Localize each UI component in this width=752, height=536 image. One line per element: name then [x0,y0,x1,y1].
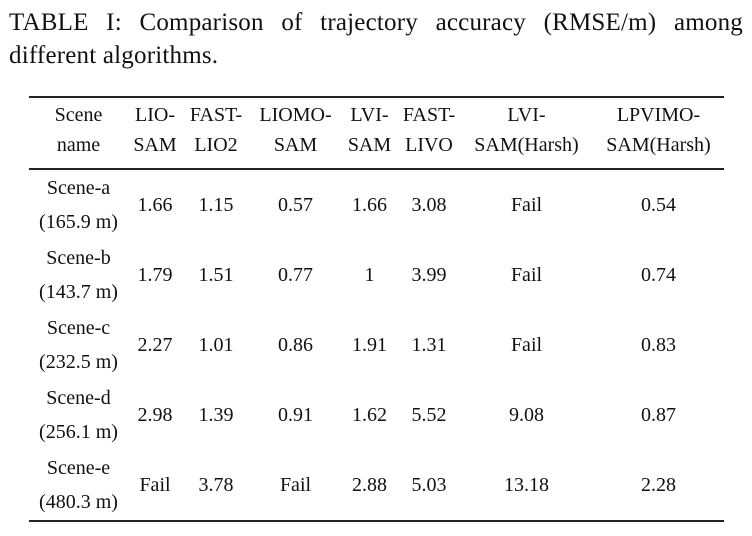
header-cell: SAM [250,133,341,170]
value-cell: 13.18 [460,450,593,522]
value-cell: 2.27 [137,334,173,356]
header-cell: LIO- [128,96,182,133]
value-cell: 0.57 [278,194,313,216]
value-cell: 1.51 [198,264,234,286]
value-cell: 1.39 [198,404,234,426]
header-cell: FAST- [398,96,460,133]
results-table: Scene LIO- FAST- LIOMO- LVI- FAST- LVI- … [29,96,724,522]
scene-name: Scene-a [46,177,111,199]
value-cell: Fail [510,264,543,286]
header-row-1: Scene LIO- FAST- LIOMO- LVI- FAST- LVI- … [29,96,724,133]
scene-name: Scene-b [46,247,111,269]
value-cell: 3.08 [411,194,447,216]
scene-cell: Scene-c (232.5 m) [29,310,128,380]
value-cell: 0.77 [278,264,313,286]
value-cell: 3.78 [182,450,250,522]
value-cell: 1.91 [352,334,387,356]
header-cell: LIOMO- [250,96,341,133]
value-cell: Fail [128,450,182,522]
header-cell: LVI- [341,96,398,133]
header-cell: Scene [29,96,128,133]
header-cell: LVI- [460,96,593,133]
value-cell: Fail [250,450,341,522]
value-cell: 1.66 [352,194,387,216]
value-cell: 1.15 [198,194,234,216]
value-cell: 0.91 [278,404,313,426]
value-cell: 1.66 [137,194,173,216]
scene-length: (256.1 m) [39,421,118,443]
scene-name: Scene-e [46,457,111,479]
value-cell: 0.54 [641,194,676,216]
table-row: Scene-e (480.3 m) Fail 3.78 Fail 2.88 5.… [29,450,724,522]
scene-name: Scene-c [46,317,111,339]
header-cell: LIO2 [182,133,250,170]
scene-cell: Scene-b (143.7 m) [29,240,128,310]
scene-length: (165.9 m) [39,211,118,233]
scene-cell: Scene-e (480.3 m) [29,450,128,522]
table-body: Scene-a (165.9 m) 1.66 1.15 0.57 1.66 3.… [29,169,724,522]
header-cell: LIVO [398,133,460,170]
value-cell: 1 [364,264,375,286]
value-cell: 0.74 [641,264,676,286]
header-cell: name [29,133,128,170]
table-caption: TABLE I: Comparison of trajectory accura… [9,9,743,69]
scene-length: (232.5 m) [39,351,118,373]
header-cell: SAM [341,133,398,170]
value-cell: 2.88 [341,450,398,522]
scene-cell: Scene-d (256.1 m) [29,380,128,450]
header-cell: FAST- [182,96,250,133]
table-row: Scene-a (165.9 m) 1.66 1.15 0.57 1.66 3.… [29,169,724,240]
value-cell: 1.01 [198,334,234,356]
value-cell: 3.99 [411,264,447,286]
scene-length: (480.3 m) [39,491,118,513]
header-cell: SAM(Harsh) [593,133,724,170]
value-cell: 0.83 [641,334,676,356]
value-cell: 1.62 [352,404,387,426]
scene-cell: Scene-a (165.9 m) [29,169,128,240]
scene-length: (143.7 m) [39,281,118,303]
value-cell: Fail [510,334,543,356]
table-row: Scene-d (256.1 m) 2.98 1.39 0.91 1.62 5.… [29,380,724,450]
value-cell: 9.08 [509,404,544,426]
header-cell: LPVIMO- [593,96,724,133]
table-row: Scene-b (143.7 m) 1.79 1.51 0.77 1 3.99 … [29,240,724,310]
scene-name: Scene-d [46,387,111,409]
value-cell: 2.98 [137,404,173,426]
table-header: Scene LIO- FAST- LIOMO- LVI- FAST- LVI- … [29,96,724,170]
header-cell: SAM [128,133,182,170]
header-cell: SAM(Harsh) [460,133,593,170]
value-cell: 0.87 [641,404,676,426]
value-cell: 1.79 [137,264,173,286]
value-cell: Fail [510,194,543,216]
value-cell: 5.52 [411,404,447,426]
value-cell: 1.31 [411,334,447,356]
header-row-2: name SAM LIO2 SAM SAM LIVO SAM(Harsh) SA… [29,133,724,170]
value-cell: 0.86 [278,334,313,356]
value-cell: 2.28 [593,450,724,522]
value-cell: 5.03 [398,450,460,522]
table-row: Scene-c (232.5 m) 2.27 1.01 0.86 1.91 1.… [29,310,724,380]
